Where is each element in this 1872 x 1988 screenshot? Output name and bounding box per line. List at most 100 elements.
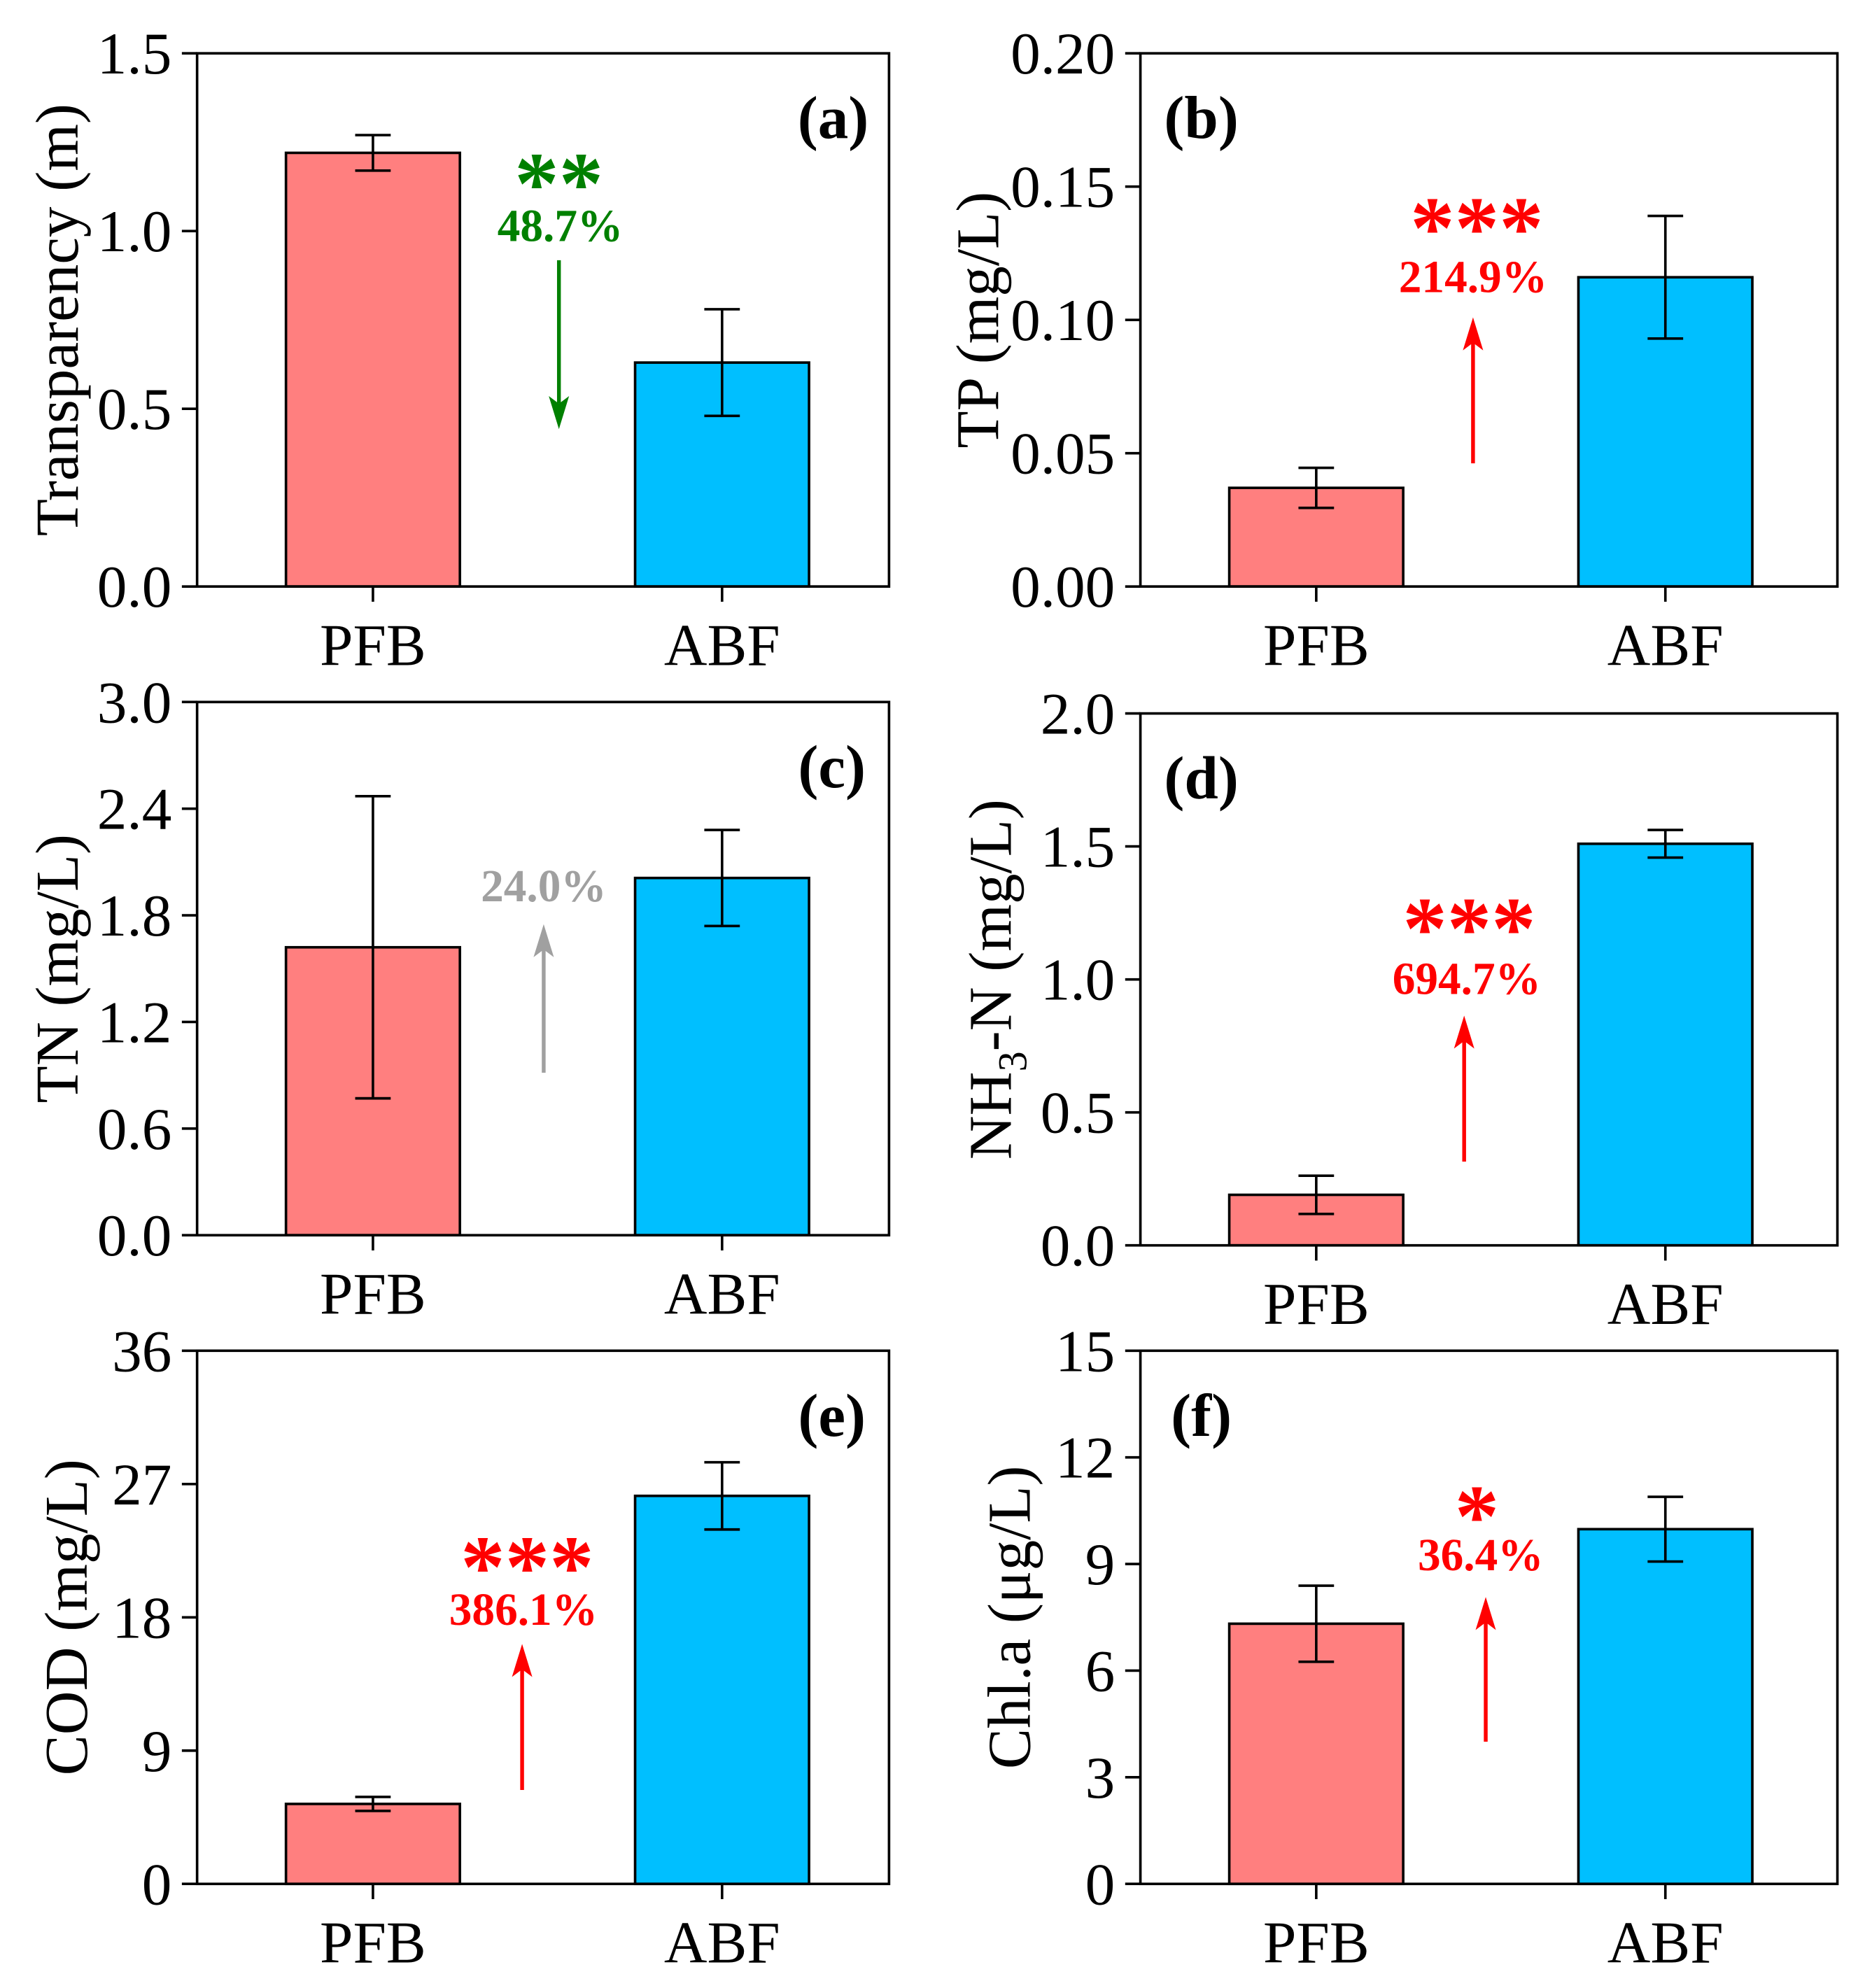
y-tick-label: 0.10 (1011, 288, 1115, 353)
y-tick-label: 12 (1055, 1425, 1115, 1491)
x-tick-label-pfb: PFB (320, 1910, 426, 1976)
error-bar-pfb (1298, 466, 1335, 509)
panel-label: (c) (798, 733, 866, 801)
y-axis-label: Transparency (m) (23, 104, 91, 536)
change-annotation: 24.0% (481, 861, 607, 1073)
plot-frame (195, 52, 891, 588)
y-axis-label-text: TN (mg/L) (23, 834, 91, 1103)
error-bar-abf (704, 308, 740, 418)
y-tick-label: 2.4 (97, 777, 172, 843)
panel-b: PFB ABF 0.00 0.05 0.10 0.15 0.20 TP (mg/L) (b) **… (943, 21, 1839, 679)
y-tick-label: 0.05 (1011, 421, 1115, 487)
x-tick-label-abf: ABF (1607, 1271, 1724, 1337)
bar-abf (633, 876, 810, 1237)
x-tick-label-abf: ABF (664, 1262, 780, 1327)
error-bar-pfb (355, 134, 391, 172)
y-tick-label: 3 (1085, 1745, 1116, 1811)
bar-abf (1577, 1528, 1754, 1886)
y-axis-label-text: NH (957, 1071, 1025, 1159)
y-axis-label-text: COD (mg/L) (32, 1459, 100, 1775)
y-axis-label: TP (mg/L) (943, 192, 1011, 449)
y-tick-label: 3.0 (97, 670, 172, 735)
y-tick-label: 1.2 (97, 989, 172, 1055)
percent-change: 386.1% (449, 1585, 598, 1635)
error-bar-pfb (355, 795, 391, 1100)
y-axis-label: NH3-N (mg/L) (957, 799, 1036, 1159)
change-arrow-head (1475, 1597, 1496, 1630)
y-tick-label: 0.0 (97, 554, 172, 620)
y-axis-label-subscript: 3 (990, 1051, 1035, 1071)
y-tick-label: 0.0 (97, 1203, 172, 1269)
y-tick-label: 0.0 (1041, 1213, 1116, 1279)
panel-c: PFB ABF 0.0 0.6 1.2 1.8 2.4 3.0 TN (mg/L) (c) 24.0… (23, 670, 891, 1327)
x-tick-label-pfb: PFB (1263, 613, 1370, 679)
bar-pfb (284, 151, 461, 588)
panel-label: (d) (1164, 744, 1238, 812)
y-tick-label: 18 (112, 1585, 171, 1651)
error-bar-abf (1647, 214, 1684, 340)
significance-stars: * (1455, 1468, 1500, 1566)
percent-change: 24.0% (481, 861, 607, 912)
y-tick-label: 9 (1085, 1532, 1116, 1598)
y-axis-label-text: TP (mg/L) (943, 192, 1011, 449)
panel-label: (a) (798, 84, 869, 152)
x-tick-label-pfb: PFB (1263, 1271, 1370, 1337)
x-tick-label-abf: ABF (664, 613, 780, 679)
y-tick-label: 0.6 (97, 1097, 172, 1162)
error-bar-abf (1647, 1495, 1684, 1563)
y-tick-label: 2.0 (1041, 682, 1116, 747)
percent-change: 48.7% (498, 202, 624, 252)
plot-frame (1139, 1349, 1839, 1886)
y-tick-label: 0.20 (1011, 21, 1115, 87)
y-tick-label: 1.5 (1041, 815, 1116, 880)
change-annotation: ***386.1% (449, 1518, 598, 1790)
y-tick-label: 15 (1055, 1318, 1115, 1384)
error-bar-pfb (1298, 1584, 1335, 1663)
x-tick-label-abf: ABF (1607, 1910, 1724, 1976)
error-bar-abf (704, 1460, 740, 1531)
plot-frame (195, 700, 891, 1237)
y-tick-label: 0.15 (1011, 155, 1115, 220)
y-tick-label: 27 (112, 1452, 171, 1518)
change-arrow-head (1463, 317, 1484, 351)
change-arrow-head (549, 396, 570, 430)
change-annotation: **48.7% (498, 135, 624, 430)
x-tick-label-pfb: PFB (1263, 1910, 1370, 1976)
significance-stars: *** (1410, 179, 1543, 277)
percent-change: 694.7% (1393, 954, 1541, 1005)
y-tick-label: 1.0 (97, 199, 172, 265)
change-arrow-head (512, 1644, 533, 1677)
y-tick-label: 36 (112, 1318, 171, 1384)
y-tick-label: 9 (142, 1719, 172, 1784)
y-axis-label-text: -N (mg/L) (957, 799, 1025, 1051)
y-tick-label: 0.5 (1041, 1080, 1116, 1146)
bar-abf (633, 1494, 810, 1886)
y-tick-label: 1.5 (97, 21, 172, 87)
y-tick-label: 0.00 (1011, 554, 1115, 620)
significance-stars: *** (460, 1518, 593, 1616)
y-axis-label: Chl.a (μg/L) (976, 1465, 1043, 1769)
change-annotation: *36.4% (1418, 1468, 1544, 1742)
panel-label: (f) (1171, 1381, 1232, 1449)
percent-change: 214.9% (1399, 252, 1547, 302)
error-bar-pfb (1298, 1174, 1335, 1215)
y-tick-label: 1.8 (97, 883, 172, 949)
change-annotation: ***694.7% (1393, 880, 1541, 1162)
error-bar-pfb (355, 1796, 391, 1812)
bar-pfb (284, 1803, 461, 1886)
error-bar-abf (704, 829, 740, 928)
significance-stars: ** (514, 135, 603, 233)
x-tick-label-abf: ABF (664, 1910, 780, 1976)
y-tick-label: 0 (142, 1852, 172, 1917)
panel-f: PFB ABF 0 3 6 9 12 15 Chl.a (μg/L) (f) *36.4% (976, 1318, 1839, 1976)
y-tick-label: 6 (1085, 1638, 1116, 1704)
change-annotation: ***214.9% (1399, 179, 1547, 464)
x-tick-label-pfb: PFB (320, 613, 426, 679)
change-arrow-head (533, 924, 554, 957)
x-tick-label-pfb: PFB (320, 1262, 426, 1327)
y-tick-label: 0 (1085, 1852, 1116, 1917)
panel-e: PFB ABF 0 9 18 27 36 COD (mg/L) (e) ***386.1% (32, 1318, 891, 1976)
